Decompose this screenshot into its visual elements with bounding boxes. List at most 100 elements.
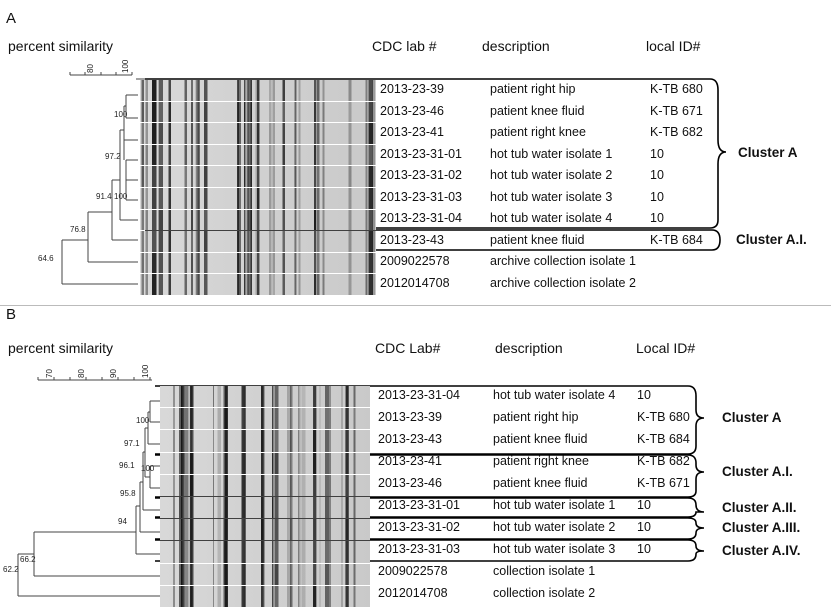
- panel-b: B percent similarity CDC Lab# descriptio…: [0, 306, 831, 613]
- local-id-cell: K-TB 680: [650, 82, 703, 96]
- local-id-cell: K-TB 684: [637, 432, 690, 446]
- local-id-cell: 10: [650, 146, 664, 161]
- gel-lane: [160, 519, 370, 541]
- cluster-label: Cluster A.I.: [722, 464, 793, 479]
- gel-lane: [140, 274, 376, 295]
- dendrogram-b: [17, 377, 705, 597]
- local-id-cell: 10: [637, 520, 651, 534]
- gel-lane: [160, 408, 370, 430]
- local-id-cell: 10: [650, 168, 664, 182]
- similarity-header: percent similarity: [8, 38, 114, 54]
- local-id-cell: 10: [650, 211, 664, 225]
- gel-lane: [140, 252, 376, 274]
- cluster-label: Cluster A.I.: [736, 232, 807, 247]
- local-id-cell: K-TB 671: [650, 103, 703, 118]
- description-cell: patient knee fluid: [493, 476, 588, 490]
- description-cell: hot tub water isolate 4: [493, 388, 616, 402]
- lab-number-cell: 2013-23-31-04: [378, 388, 461, 402]
- gel-lane: [160, 452, 370, 474]
- node-value: 100: [114, 192, 128, 201]
- gel-lane: [140, 123, 376, 144]
- description-cell: archive collection isolate 1: [490, 254, 636, 268]
- cluster-label: Cluster A.II.: [722, 500, 797, 515]
- gel-image: [140, 80, 376, 296]
- local-id-cell: 10: [650, 189, 664, 204]
- similarity-header: percent similarity: [8, 340, 114, 356]
- node-value: 95.8: [120, 489, 136, 498]
- node-value: 100: [136, 416, 150, 425]
- panel-letter: B: [6, 306, 17, 323]
- description-cell: patient knee fluid: [490, 232, 585, 247]
- lab-number-cell: 2012014708: [378, 586, 448, 600]
- gel-lane: [140, 209, 376, 231]
- gel-lane: [140, 101, 376, 123]
- gel-lane: [160, 563, 370, 585]
- description-cell: patient right hip: [490, 82, 576, 96]
- local-id-cell: K-TB 682: [650, 125, 703, 139]
- local-id-cell: K-TB 680: [637, 410, 690, 424]
- panel-letter: A: [6, 10, 17, 27]
- node-value: 94: [118, 517, 127, 526]
- local-id-cell: 10: [637, 388, 651, 402]
- lab-number-cell: 2013-23-41: [380, 125, 444, 139]
- gel-lane: [160, 585, 370, 607]
- gel-lane: [160, 541, 370, 563]
- node-value: 96.1: [119, 461, 135, 470]
- lab-number-cell: 2013-23-39: [380, 82, 444, 96]
- lab-number-cell: 2009022578: [378, 564, 448, 578]
- node-value: 91.4: [96, 192, 112, 201]
- gel-lane: [140, 188, 376, 209]
- description-cell: patient knee fluid: [493, 432, 588, 446]
- local-id-cell: K-TB 684: [650, 232, 703, 247]
- gel-lane: [160, 497, 370, 519]
- gel-lane: [160, 386, 370, 408]
- lab-number-cell: 2013-23-41: [378, 454, 442, 468]
- node-value: 100: [114, 110, 128, 119]
- gel-image: [160, 386, 370, 608]
- description-cell: hot tub water isolate 2: [490, 168, 613, 182]
- description-cell: patient right knee: [493, 454, 589, 468]
- description-cell: collection isolate 1: [493, 564, 596, 578]
- local-id-header: Local ID#: [636, 340, 696, 356]
- lab-number-cell: 2013-23-31-04: [380, 211, 463, 225]
- lab-number-cell: 2013-23-46: [380, 103, 444, 118]
- lab-number-cell: 2013-23-31-02: [380, 168, 463, 182]
- description-cell: hot tub water isolate 1: [493, 498, 616, 512]
- lab-number-cell: 2013-23-43: [380, 232, 444, 247]
- lab-header: CDC Lab#: [375, 340, 441, 356]
- gel-lane: [160, 430, 370, 452]
- lab-number-cell: 2013-23-31-03: [380, 189, 463, 204]
- description-cell: patient right hip: [493, 410, 579, 424]
- lab-header: CDC lab #: [372, 38, 437, 54]
- lab-number-cell: 2013-23-39: [378, 410, 442, 424]
- description-header: description: [495, 340, 563, 356]
- description-cell: hot tub water isolate 3: [490, 189, 613, 204]
- lab-number-cell: 2013-23-43: [378, 432, 442, 446]
- description-cell: archive collection isolate 2: [490, 275, 636, 290]
- node-value: 66.2: [20, 555, 36, 564]
- lab-number-cell: 2013-23-46: [378, 476, 442, 490]
- cluster-label: Cluster A.IV.: [722, 543, 801, 558]
- node-value: 97.2: [105, 152, 121, 161]
- description-cell: hot tub water isolate 3: [493, 542, 616, 556]
- lab-number-cell: 2013-23-31-03: [378, 542, 461, 556]
- local-id-cell: 10: [637, 542, 651, 556]
- node-value: 97.1: [124, 439, 140, 448]
- gel-lane: [140, 231, 376, 252]
- gel-lane: [160, 474, 370, 496]
- gel-lane: [140, 166, 376, 187]
- description-cell: collection isolate 2: [493, 586, 596, 600]
- lab-number-cell: 2013-23-31-01: [378, 498, 461, 512]
- node-value: 100: [141, 464, 155, 473]
- description-cell: hot tub water isolate 4: [490, 211, 613, 225]
- description-cell: hot tub water isolate 2: [493, 520, 616, 534]
- cluster-label: Cluster A: [738, 145, 798, 160]
- dendrogram-a: [61, 72, 727, 285]
- description-cell: patient knee fluid: [490, 103, 585, 118]
- local-id-cell: K-TB 671: [637, 476, 690, 490]
- gel-lane: [140, 144, 376, 166]
- lab-number-cell: 2012014708: [380, 275, 450, 290]
- description-cell: hot tub water isolate 1: [490, 146, 613, 161]
- node-value: 76.8: [70, 225, 86, 234]
- node-value: 62.2: [3, 565, 19, 574]
